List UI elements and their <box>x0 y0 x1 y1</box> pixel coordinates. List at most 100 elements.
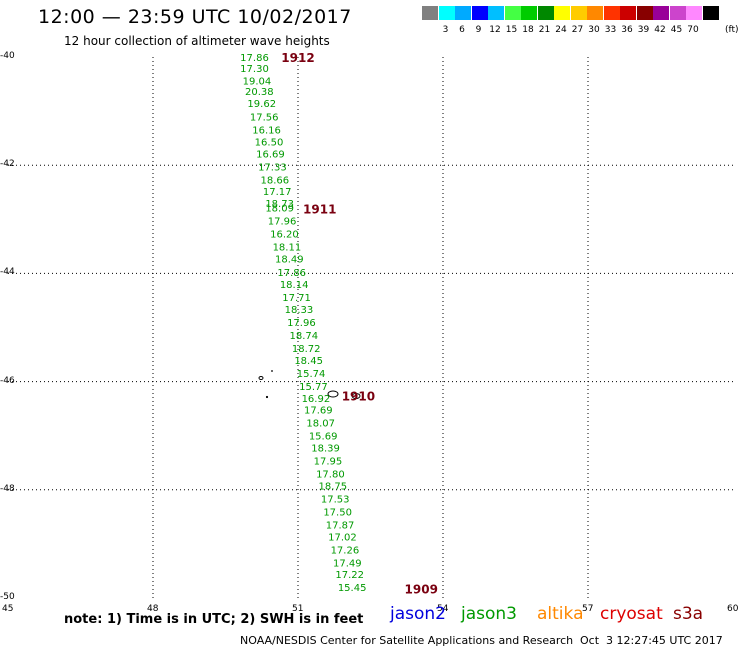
lon-tick-label: 48 <box>147 604 159 614</box>
footer-note: note: 1) Time is in UTC; 2) SWH is in fe… <box>64 612 364 627</box>
pass-time-label: 1911 <box>303 202 336 216</box>
lat-tick-label: -48 <box>0 483 15 494</box>
wave-height-label: 16.16 <box>252 125 281 136</box>
wave-height-label: 17.22 <box>335 570 364 581</box>
wave-height-label: 17.17 <box>263 187 292 198</box>
lon-tick-label: 60 <box>727 604 739 614</box>
legend-swatch <box>620 6 636 20</box>
legend-value-label: 24 <box>555 25 567 35</box>
legend-value-label: 21 <box>538 25 551 35</box>
wave-height-label: 17.02 <box>328 532 357 543</box>
map-subtitle: 12 hour collection of altimeter wave hei… <box>64 34 330 48</box>
satellite-legend-item: cryosat <box>600 604 663 624</box>
legend-value-label: 12 <box>489 25 501 35</box>
legend-swatch <box>455 6 471 20</box>
legend-swatch <box>653 6 669 20</box>
legend-value-label: 15 <box>505 25 518 35</box>
legend-value-label: 27 <box>571 25 584 35</box>
wave-height-label: 15.77 <box>299 382 328 393</box>
legend-swatch <box>702 6 719 20</box>
jason3-track: 17.8617.3019.0420.3819.6217.5616.1616.50… <box>240 53 366 594</box>
wave-height-label: 17.30 <box>240 64 269 75</box>
wave-height-label: 17.53 <box>321 494 350 505</box>
legend-value-label: 45 <box>670 25 683 35</box>
wave-height-label: 17.33 <box>258 162 287 173</box>
wave-height-label: 15.45 <box>338 583 367 594</box>
wave-height-label: 17.49 <box>333 558 362 569</box>
map-title: 12:00 — 23:59 UTC 10/02/2017 <box>38 6 352 28</box>
legend-swatch <box>504 6 521 20</box>
satellite-legend-item: jason2 <box>390 604 446 624</box>
legend-value-label: 6 <box>459 25 465 35</box>
wave-height-label: 18.49 <box>275 254 304 265</box>
pass-time-label: 1912 <box>281 51 314 65</box>
wave-height-label: 17.69 <box>304 406 333 417</box>
wave-height-label: 17.86 <box>277 268 306 279</box>
wave-height-label: 18.11 <box>273 242 302 253</box>
wave-height-label: 15.69 <box>309 432 338 443</box>
lat-lon-grid <box>8 57 733 598</box>
wave-height-label: 19.62 <box>247 99 276 110</box>
wave-height-label: 16.69 <box>256 149 285 160</box>
island-outlines <box>258 370 361 399</box>
legend-swatch <box>471 6 488 20</box>
lon-tick-label: 51 <box>292 604 304 614</box>
wave-height-label: 17.50 <box>323 507 352 518</box>
legend-swatch <box>686 6 702 20</box>
wave-height-label: 17.87 <box>326 520 355 531</box>
legend-value-label: 3 <box>442 25 449 35</box>
lon-tick-label: 57 <box>582 604 594 614</box>
pass-time-labels: 1912 1911 1910 1909 <box>281 51 438 596</box>
lat-tick-label: -40 <box>0 51 15 61</box>
legend-swatch <box>422 6 438 20</box>
island-outline <box>265 395 269 399</box>
wave-height-label: 18.45 <box>294 356 323 367</box>
lat-tick-label: -50 <box>0 592 15 602</box>
legend-swatch <box>488 6 504 20</box>
wave-height-label: 16.92 <box>302 394 331 405</box>
wave-height-label: 17.26 <box>331 545 360 556</box>
lat-tick-label: -46 <box>0 375 15 386</box>
legend-swatch <box>587 6 603 20</box>
legend-value-label: 33 <box>604 25 617 35</box>
lat-tick-label: -42 <box>0 159 15 170</box>
satellite-legend-item: altika <box>537 604 584 624</box>
legend-swatch <box>636 6 653 20</box>
wave-height-label: 16.50 <box>255 137 284 148</box>
lon-tick-label: 45 <box>2 604 14 614</box>
legend-swatch <box>537 6 554 20</box>
legend-value-label: 36 <box>621 25 633 35</box>
island-outline <box>258 376 264 380</box>
wave-height-label: 17.86 <box>240 53 269 64</box>
legend-swatch <box>521 6 537 20</box>
wave-height-label: 20.38 <box>245 87 274 98</box>
wave-height-label: 18.75 <box>318 481 347 492</box>
satellite-legend-item: s3a <box>673 604 704 624</box>
wave-height-label: 18.72 <box>292 344 321 355</box>
island-outline <box>351 393 361 399</box>
island-outline <box>271 370 273 372</box>
wave-height-label: 18.09 <box>265 203 294 214</box>
legend-value-label: 42 <box>654 25 666 35</box>
wave-height-label: 17.96 <box>268 216 297 227</box>
legend-swatch <box>438 6 455 20</box>
legend-swatch <box>570 6 587 20</box>
wave-height-label: 17.56 <box>250 113 279 124</box>
legend-value-label: 39 <box>637 25 650 35</box>
satellite-legend-item: jason3 <box>461 604 517 624</box>
wave-height-label: 18.33 <box>285 305 314 316</box>
lon-tick-label: 54 <box>437 604 449 614</box>
wave-height-label: 18.07 <box>306 419 335 430</box>
legend-value-label: 18 <box>522 25 534 35</box>
legend-unit: (ft) <box>725 25 739 35</box>
wave-height-label: 17.95 <box>314 457 343 468</box>
lat-tick-label: -44 <box>0 267 15 278</box>
wave-height-label: 16.20 <box>270 229 299 240</box>
generation-timestamp: Oct 3 12:27:45 UTC 2017 <box>580 634 723 647</box>
pass-time-label: 1910 <box>342 390 375 404</box>
pass-time-label: 1909 <box>405 582 438 596</box>
wave-height-label: 18.74 <box>289 331 318 342</box>
legend-value-label: 30 <box>588 25 600 35</box>
island-outline <box>327 390 339 398</box>
